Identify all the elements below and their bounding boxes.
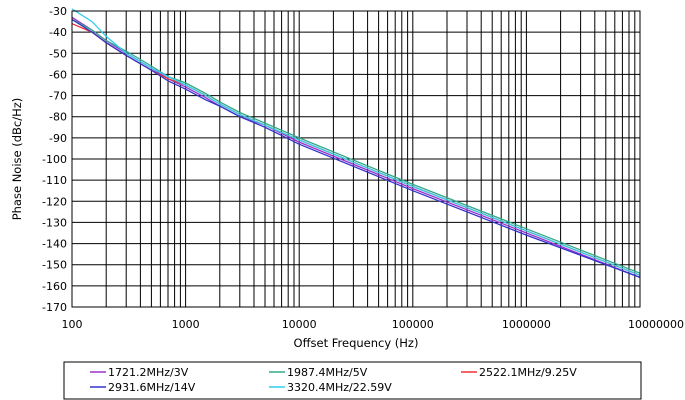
y-tick-label: -110 (42, 174, 67, 187)
series-line (71, 8, 641, 276)
legend-label: 2522.1MHz/9.25V (479, 366, 577, 379)
y-tick-label: -50 (49, 47, 67, 60)
x-tick-label: 100000 (392, 318, 434, 331)
y-tick-label: -60 (49, 68, 67, 81)
y-axis-label: Phase Noise (dBc/Hz) (10, 98, 24, 221)
legend-box (63, 361, 642, 400)
y-tick-label: -170 (42, 301, 67, 314)
series-line (71, 23, 641, 276)
legend-label: 2931.6MHz/14V (108, 381, 196, 394)
y-tick-label: -150 (42, 259, 67, 272)
plot-frame (71, 10, 641, 308)
y-tick-label: -130 (42, 216, 67, 229)
x-tick-labels: 100 1000 10000 100000 1000000 10000000 (62, 318, 685, 331)
x-tick-label: 10000000 (628, 318, 684, 331)
x-tick-label: 100 (62, 318, 83, 331)
legend-label: 1987.4MHz/5V (287, 366, 368, 379)
series-line (71, 18, 641, 274)
grid (71, 10, 640, 308)
y-tick-label: -30 (49, 5, 67, 18)
y-tick-label: -90 (49, 132, 67, 145)
legend: 1721.2MHz/3V 1987.4MHz/5V 2522.1MHz/9.25V 2… (63, 361, 642, 400)
x-axis-label: Offset Frequency (Hz) (294, 336, 419, 350)
x-tick-label: 1000000 (502, 318, 551, 331)
y-tick-label: -160 (42, 280, 67, 293)
y-tick-label: -70 (49, 90, 67, 103)
y-tick-label: -80 (49, 111, 67, 124)
legend-label: 1721.2MHz/3V (108, 366, 189, 379)
y-tick-label: -120 (42, 195, 67, 208)
x-tick-label: 10000 (282, 318, 317, 331)
x-tick-label: 1000 (172, 318, 200, 331)
y-tick-label: -140 (42, 238, 67, 251)
y-tick-label: -100 (42, 153, 67, 166)
series-line (71, 16, 641, 279)
legend-label: 3320.4MHz/22.59V (287, 381, 392, 394)
series-lines (71, 8, 641, 279)
series-line (71, 18, 641, 279)
y-tick-labels: -30 -40 -50 -60 -70 -80 -90 -100 -110 -120 -130 -14… (42, 5, 67, 314)
y-tick-label: -40 (49, 26, 67, 39)
